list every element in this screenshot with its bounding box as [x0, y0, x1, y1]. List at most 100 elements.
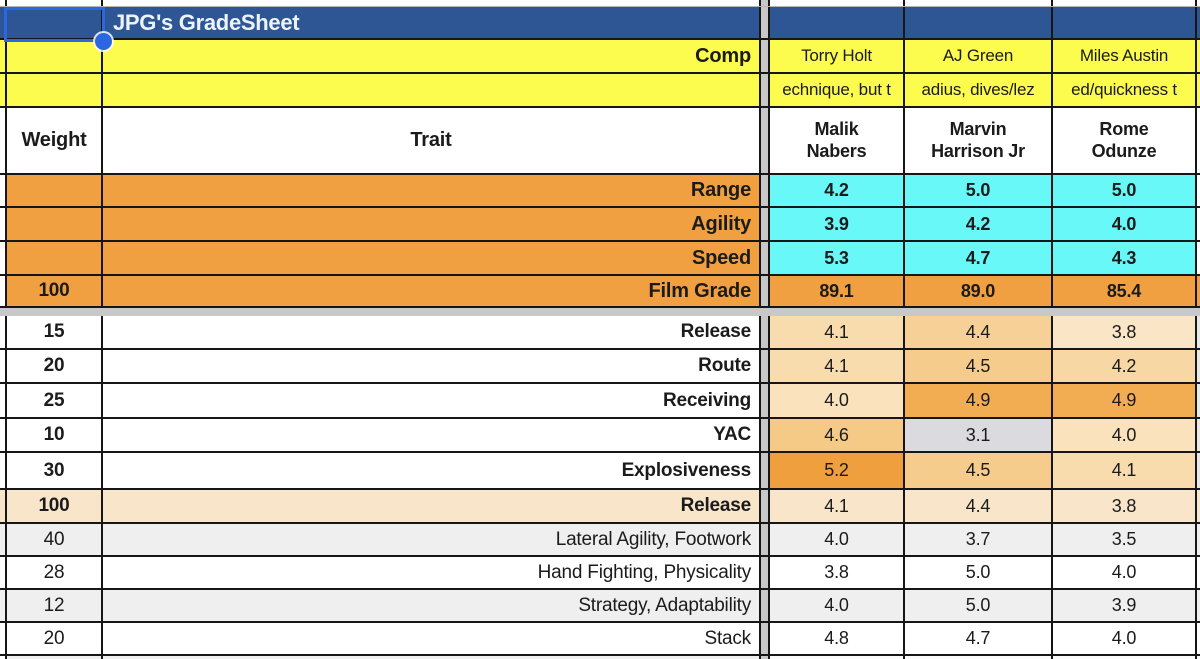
- comp-name-cell[interactable]: Torry Holt: [770, 40, 905, 72]
- selection-handle[interactable]: [95, 33, 112, 50]
- cell[interactable]: [7, 40, 103, 72]
- value-cell[interactable]: [770, 656, 905, 659]
- weight-cell[interactable]: 20: [7, 623, 103, 654]
- left-edge: [0, 384, 7, 417]
- trait-cell[interactable]: Route: [103, 350, 759, 382]
- weight-cell[interactable]: 30: [7, 453, 103, 488]
- player-header-cell[interactable]: Malik Nabers: [770, 108, 905, 173]
- value-cell[interactable]: 4.5: [905, 453, 1053, 488]
- trait-cell[interactable]: Explosiveness: [103, 453, 759, 488]
- value-cell[interactable]: 4.0: [1053, 557, 1197, 588]
- value-cell[interactable]: 3.1: [905, 419, 1053, 451]
- weight-cell[interactable]: [7, 242, 103, 274]
- weight-cell[interactable]: 10: [7, 419, 103, 451]
- value-cell[interactable]: 4.0: [1053, 208, 1197, 240]
- trait-cell[interactable]: Receiving: [103, 384, 759, 417]
- trait-cell[interactable]: Film Grade: [103, 276, 759, 306]
- value-cell[interactable]: 4.1: [770, 316, 905, 348]
- sheet-title-cell[interactable]: JPG's GradeSheet: [103, 7, 759, 38]
- value-cell[interactable]: 5.3: [770, 242, 905, 274]
- value-cell[interactable]: 5.0: [905, 175, 1053, 206]
- value-cell[interactable]: 4.7: [905, 242, 1053, 274]
- value-cell[interactable]: 5.2: [770, 453, 905, 488]
- value-cell[interactable]: 3.9: [1053, 590, 1197, 621]
- value-cell[interactable]: 4.9: [905, 384, 1053, 417]
- value-cell[interactable]: 4.8: [770, 623, 905, 654]
- trait-cell[interactable]: Lateral Agility, Footwork: [103, 524, 759, 555]
- value-cell[interactable]: 89.1: [770, 276, 905, 306]
- value-cell[interactable]: 5.0: [905, 557, 1053, 588]
- value-cell[interactable]: 4.1: [1053, 453, 1197, 488]
- value-cell[interactable]: [905, 656, 1053, 659]
- partial-row-top: [0, 0, 1200, 7]
- weight-cell[interactable]: 40: [7, 524, 103, 555]
- note-cell[interactable]: echnique, but t: [770, 74, 905, 106]
- value-cell[interactable]: 4.7: [905, 623, 1053, 654]
- weight-cell[interactable]: [7, 208, 103, 240]
- trait-cell[interactable]: Release: [103, 490, 759, 522]
- value-cell[interactable]: 85.4: [1053, 276, 1197, 306]
- value-cell[interactable]: [1053, 656, 1197, 659]
- value-cell[interactable]: 4.0: [1053, 419, 1197, 451]
- value-cell[interactable]: 89.0: [905, 276, 1053, 306]
- value-cell[interactable]: 3.8: [1053, 490, 1197, 522]
- trait-cell[interactable]: Agility: [103, 208, 759, 240]
- cell[interactable]: [7, 74, 103, 106]
- value-cell[interactable]: 4.6: [770, 419, 905, 451]
- note-cell[interactable]: ed/quickness t: [1053, 74, 1197, 106]
- weight-header-cell[interactable]: Weight: [7, 108, 103, 173]
- trait-cell[interactable]: [103, 656, 759, 659]
- comp-name-cell[interactable]: AJ Green: [905, 40, 1053, 72]
- weight-cell[interactable]: 15: [7, 316, 103, 348]
- value-cell[interactable]: 4.9: [1053, 384, 1197, 417]
- value-cell[interactable]: 5.0: [905, 590, 1053, 621]
- weight-cell[interactable]: [7, 175, 103, 206]
- cell[interactable]: [103, 74, 759, 106]
- value-cell[interactable]: 4.3: [1053, 242, 1197, 274]
- trait-cell[interactable]: Release: [103, 316, 759, 348]
- value-cell[interactable]: 4.2: [1053, 350, 1197, 382]
- player-header-cell[interactable]: Rome Odunze: [1053, 108, 1197, 173]
- weight-cell[interactable]: 100: [7, 490, 103, 522]
- value-cell[interactable]: 5.0: [1053, 175, 1197, 206]
- cell[interactable]: [1053, 7, 1197, 38]
- value-cell[interactable]: 4.0: [770, 590, 905, 621]
- trait-cell[interactable]: Strategy, Adaptability: [103, 590, 759, 621]
- value-cell[interactable]: 4.4: [905, 490, 1053, 522]
- comp-name-cell[interactable]: Miles Austin: [1053, 40, 1197, 72]
- trait-header-cell[interactable]: Trait: [103, 108, 759, 173]
- weight-cell[interactable]: 100: [7, 276, 103, 306]
- weight-cell[interactable]: 25: [7, 384, 103, 417]
- weight-cell[interactable]: [7, 656, 103, 659]
- left-edge: [0, 656, 7, 659]
- value-cell[interactable]: 3.5: [1053, 524, 1197, 555]
- value-cell[interactable]: 4.0: [770, 384, 905, 417]
- value-cell[interactable]: 3.9: [770, 208, 905, 240]
- note-cell[interactable]: adius, dives/lez: [905, 74, 1053, 106]
- weight-cell[interactable]: 20: [7, 350, 103, 382]
- trait-cell[interactable]: YAC: [103, 419, 759, 451]
- selected-cell-a1[interactable]: [7, 7, 103, 38]
- trait-cell[interactable]: Range: [103, 175, 759, 206]
- value-cell[interactable]: 4.5: [905, 350, 1053, 382]
- weight-cell[interactable]: 12: [7, 590, 103, 621]
- weight-cell[interactable]: 28: [7, 557, 103, 588]
- value-cell[interactable]: 3.8: [770, 557, 905, 588]
- value-cell[interactable]: 4.0: [770, 524, 905, 555]
- value-cell[interactable]: 3.8: [1053, 316, 1197, 348]
- player-header-cell[interactable]: Marvin Harrison Jr: [905, 108, 1053, 173]
- trait-cell[interactable]: Hand Fighting, Physicality: [103, 557, 759, 588]
- comp-label-cell[interactable]: Comp: [103, 40, 759, 72]
- value-cell[interactable]: 4.0: [1053, 623, 1197, 654]
- value-cell[interactable]: 4.4: [905, 316, 1053, 348]
- trait-cell[interactable]: Speed: [103, 242, 759, 274]
- value-cell[interactable]: 4.2: [770, 175, 905, 206]
- cell[interactable]: [770, 7, 905, 38]
- trait-cell[interactable]: Stack: [103, 623, 759, 654]
- value-cell[interactable]: 3.7: [905, 524, 1053, 555]
- value-cell[interactable]: 4.1: [770, 490, 905, 522]
- value-cell[interactable]: 4.1: [770, 350, 905, 382]
- cell[interactable]: [905, 7, 1053, 38]
- value-cell[interactable]: 4.2: [905, 208, 1053, 240]
- left-edge: [0, 623, 7, 654]
